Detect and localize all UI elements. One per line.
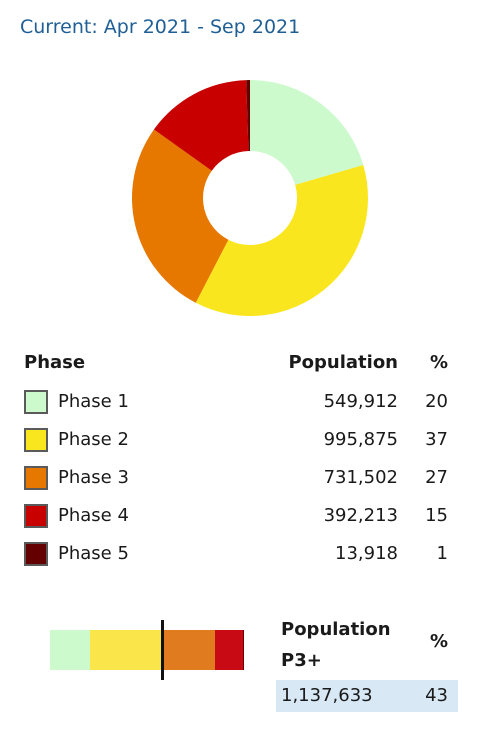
population-value: 392,213 <box>323 505 398 526</box>
table-row: Phase 3 731,502 27 <box>0 464 504 494</box>
percent-value: 37 <box>425 429 448 450</box>
donut-slice-1 <box>250 80 364 185</box>
bar-segment-4 <box>214 630 243 670</box>
legend-swatch <box>24 428 48 452</box>
phase-label: Phase 2 <box>58 429 129 450</box>
p3-percent-header: % <box>429 631 448 652</box>
legend-swatch <box>24 504 48 528</box>
percent-value: 15 <box>425 505 448 526</box>
population-value: 731,502 <box>323 467 398 488</box>
legend-swatch <box>24 466 48 490</box>
bar-segment-1 <box>50 630 90 670</box>
p3-value-row: 1,137,633 43 <box>276 680 458 712</box>
phase-label: Phase 4 <box>58 505 129 526</box>
phase-label: Phase 1 <box>58 391 129 412</box>
bar-segment-3 <box>161 630 215 670</box>
table-row: Phase 5 13,918 1 <box>0 540 504 570</box>
phase-distribution-bar <box>50 620 244 680</box>
percent-column-header: % <box>429 352 448 373</box>
donut-slice-5 <box>246 80 250 152</box>
period-label: Current: Apr 2021 - Sep 2021 <box>20 16 301 38</box>
bar-segment-5 <box>242 630 244 670</box>
legend-swatch <box>24 542 48 566</box>
population-column-header: Population <box>288 352 398 373</box>
donut-slice-2 <box>195 165 369 316</box>
p3-threshold-marker <box>160 620 164 680</box>
population-value: 13,918 <box>335 543 398 564</box>
population-value: 995,875 <box>323 429 398 450</box>
legend-swatch <box>24 390 48 414</box>
bar-segment-2 <box>89 630 162 670</box>
population-value: 549,912 <box>323 391 398 412</box>
donut-chart <box>132 80 369 316</box>
p3-percent-value: 43 <box>425 685 448 706</box>
percent-value: 20 <box>425 391 448 412</box>
table-row: Phase 4 392,213 15 <box>0 502 504 532</box>
donut-slice-4 <box>153 80 249 171</box>
table-header: Phase Population % <box>0 352 504 378</box>
p3-population-header: Population P3+ <box>281 619 391 671</box>
phase-label: Phase 3 <box>58 467 129 488</box>
p3-population-value: 1,137,633 <box>281 685 373 706</box>
phase-label: Phase 5 <box>58 543 129 564</box>
donut-slice-3 <box>132 129 229 303</box>
table-row: Phase 1 549,912 20 <box>0 388 504 418</box>
phase-column-header: Phase <box>24 352 86 373</box>
table-row: Phase 2 995,875 37 <box>0 426 504 456</box>
percent-value: 1 <box>436 543 448 564</box>
percent-value: 27 <box>425 467 448 488</box>
